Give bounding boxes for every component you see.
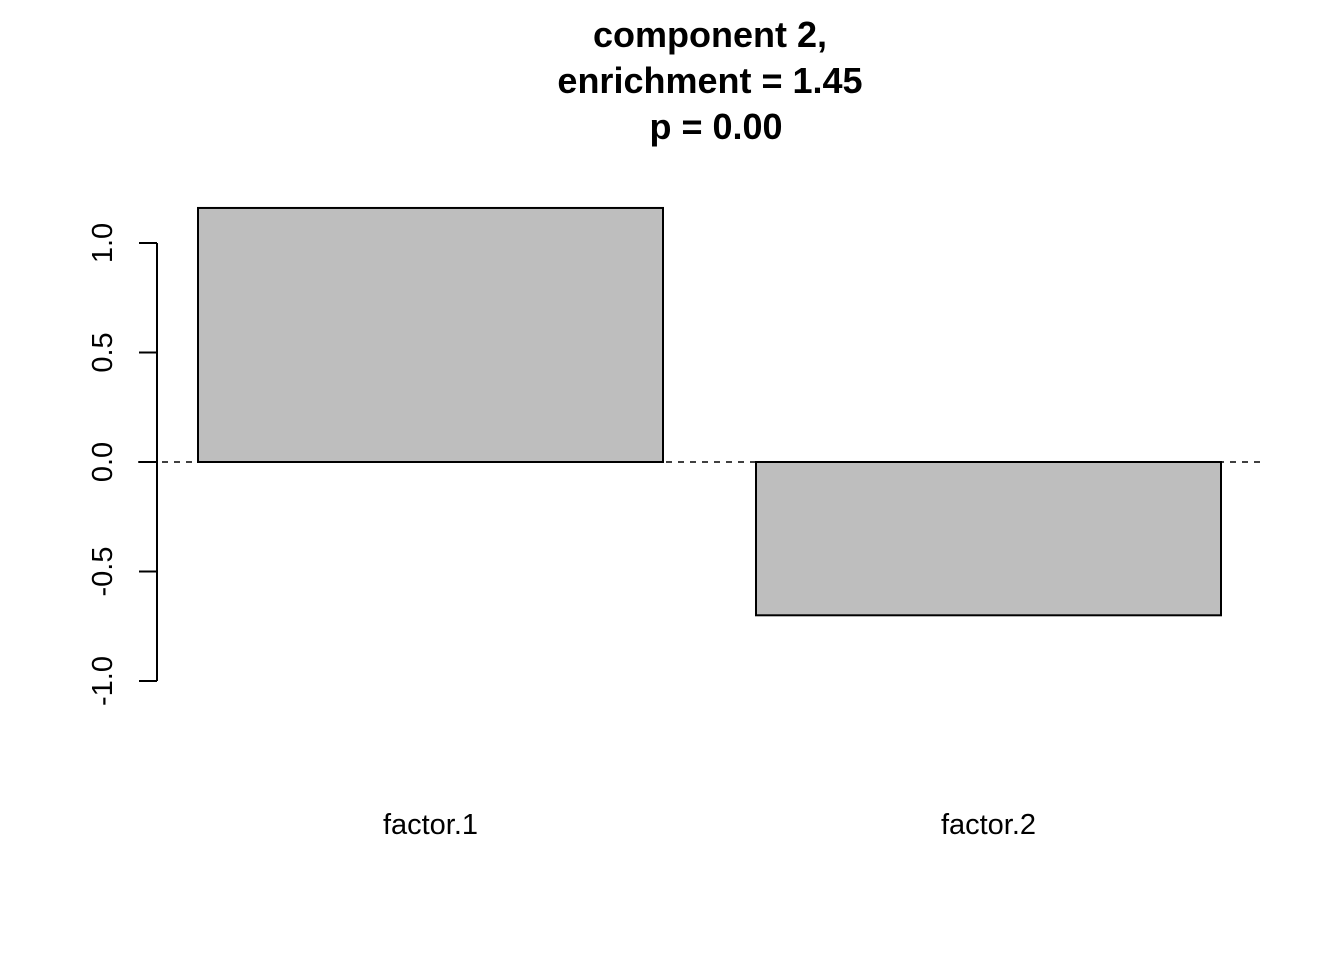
x-category-label: factor.1 (383, 809, 478, 841)
bars-layer (197, 206, 1222, 617)
x-category-label: factor.2 (941, 809, 1036, 841)
title-line-1: component 2, (593, 14, 827, 55)
y-axis: -1.0 -0.5 0.0 0.5 1.0 (87, 223, 158, 706)
y-tick-label: 0.5 (87, 332, 119, 372)
bar-factor-1 (197, 206, 664, 463)
x-category-labels: factor.1 factor.2 (383, 809, 1036, 841)
title-line-3: p = 0.00 (649, 106, 782, 147)
y-tick-label: 1.0 (87, 223, 119, 263)
chart-title: component 2, enrichment = 1.45 p = 0.00 (557, 14, 862, 147)
y-tick-label: 0.0 (87, 442, 119, 482)
title-line-2: enrichment = 1.45 (557, 60, 862, 101)
y-tick-label: -0.5 (87, 547, 119, 597)
bar-factor-2 (755, 461, 1222, 617)
y-tick-label: -1.0 (87, 656, 119, 706)
